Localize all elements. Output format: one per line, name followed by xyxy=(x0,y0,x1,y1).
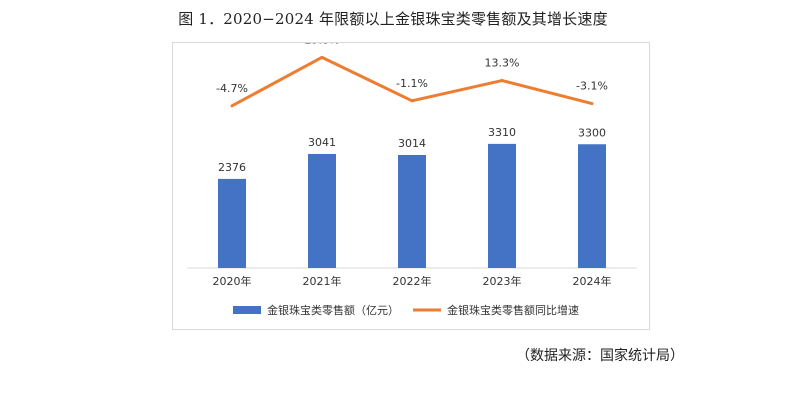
bar-2021年 xyxy=(308,153,336,268)
growth-point xyxy=(500,79,504,83)
growth-point xyxy=(230,104,234,108)
growth-value-label: -4.7% xyxy=(216,82,248,95)
bar-value-label: 3041 xyxy=(308,136,336,149)
growth-point xyxy=(410,99,414,103)
growth-value-label: -1.1% xyxy=(396,77,428,90)
bar-value-label: 3300 xyxy=(578,126,606,139)
bar-2024年 xyxy=(578,144,606,268)
source-note: （数据来源：国家统计局） xyxy=(516,348,684,364)
bar-2023年 xyxy=(488,143,516,268)
legend-bar-label: 金银珠宝类零售额（亿元） xyxy=(267,303,399,317)
legend-line-label: 金银珠宝类零售额同比增速 xyxy=(447,303,579,317)
growth-value-label: -3.1% xyxy=(576,80,608,93)
legend-bar-swatch xyxy=(233,306,261,314)
x-tick-label: 2024年 xyxy=(573,274,612,288)
growth-value-label: 29.8% xyxy=(305,43,340,46)
x-tick-label: 2020年 xyxy=(213,274,252,288)
chart-plot: 2376 2020年 3041 2021年 3014 2022年 3310 2023年 3300… xyxy=(187,43,637,317)
bar-value-label: 3014 xyxy=(398,137,426,150)
bar-2022年 xyxy=(398,154,426,268)
bar-value-label: 2376 xyxy=(218,161,246,174)
bar-2020年 xyxy=(218,178,246,268)
x-tick-label: 2022年 xyxy=(393,274,432,288)
x-tick-label: 2023年 xyxy=(483,274,522,288)
growth-value-label: 13.3% xyxy=(485,57,520,70)
chart-frame: 2376 2020年 3041 2021年 3014 2022年 3310 2023年 3300… xyxy=(172,42,650,330)
bar-value-label: 3310 xyxy=(488,126,516,139)
growth-point xyxy=(590,102,594,106)
x-tick-label: 2021年 xyxy=(303,274,342,288)
growth-point xyxy=(320,55,324,59)
chart-title: 图 1．2020−2024 年限额以上金银珠宝类零售额及其增长速度 xyxy=(178,10,608,28)
